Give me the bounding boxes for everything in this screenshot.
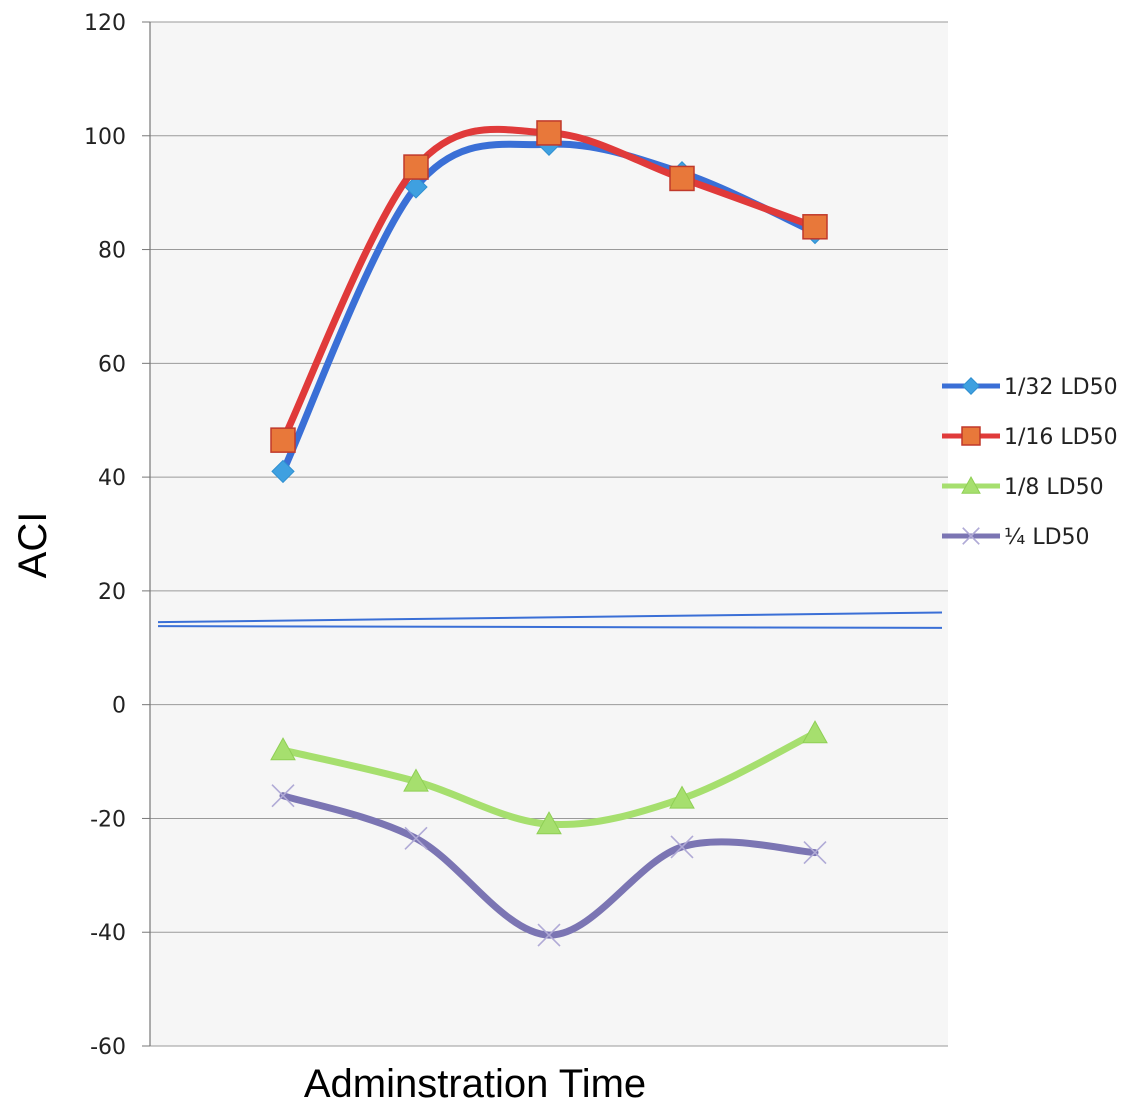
plot-area [150, 22, 948, 1046]
data-point-marker-stroke [537, 923, 561, 947]
data-point-marker [802, 214, 828, 240]
legend-label: 1/32 LD50 [1004, 375, 1118, 400]
x-axis-title: Adminstration Time [304, 1062, 646, 1102]
legend-swatch-marker [961, 475, 981, 494]
data-point-marker-stroke [670, 835, 694, 859]
y-tick-label: -20 [90, 807, 126, 832]
data-point-marker [403, 768, 429, 792]
data-point-marker [669, 165, 695, 192]
series-line [279, 125, 819, 444]
data-point-marker-stroke [271, 784, 295, 808]
legend-item: 1/8 LD50 [942, 475, 1104, 500]
data-point-marker [404, 826, 428, 850]
series-3 [271, 784, 827, 947]
data-point-marker [803, 841, 827, 865]
data-point-marker [270, 737, 296, 761]
legend-item: ¼ LD50 [942, 525, 1090, 550]
data-point-marker [403, 154, 429, 180]
series-line [279, 140, 819, 475]
legend-swatch-marker [961, 426, 981, 446]
y-tick-label: 100 [84, 125, 126, 150]
series-2 [270, 720, 828, 835]
data-point-marker [536, 811, 562, 835]
data-point-marker [404, 175, 428, 199]
data-point-marker [669, 785, 695, 809]
series-1 [270, 120, 828, 453]
y-axis-title: ACI [11, 512, 55, 579]
legend-label: ¼ LD50 [1004, 525, 1090, 550]
series-group [270, 120, 828, 947]
legend-swatch-marker-stroke [962, 527, 980, 545]
legend-item: 1/32 LD50 [942, 375, 1118, 400]
reference-lines [157, 611, 943, 629]
y-tick-label: 40 [98, 466, 126, 491]
data-point-marker [271, 459, 295, 484]
data-point-marker [537, 923, 561, 947]
y-tick-label: 80 [98, 239, 126, 264]
data-point-marker [670, 835, 694, 859]
y-axis: 120 100 80 60 40 20 0 -20 -40 -60 [84, 11, 151, 1060]
legend-label: 1/16 LD50 [1004, 425, 1118, 450]
data-point-marker [271, 784, 295, 808]
legend-swatch-marker [962, 377, 980, 395]
data-point-marker [270, 427, 296, 453]
reference-line [157, 625, 943, 629]
y-tick-label: 60 [98, 352, 126, 377]
reference-line [157, 611, 943, 624]
y-tick-label: 120 [84, 11, 126, 36]
y-tick-label: 20 [98, 580, 126, 605]
data-point-marker [536, 120, 562, 146]
y-tick-label: 0 [112, 694, 126, 719]
data-point-marker-stroke [404, 826, 428, 850]
data-point-marker-stroke [803, 841, 827, 865]
legend-item: 1/16 LD50 [942, 425, 1118, 450]
legend-label: 1/8 LD50 [1004, 475, 1104, 500]
legend-swatch-marker [962, 527, 980, 545]
y-tick-label: -40 [90, 921, 126, 946]
legend: 1/32 LD50 1/16 LD50 1/8 LD50 ¼ LD50 [942, 375, 1118, 550]
data-point-marker [802, 720, 828, 744]
y-tick-label: -60 [90, 1035, 126, 1060]
